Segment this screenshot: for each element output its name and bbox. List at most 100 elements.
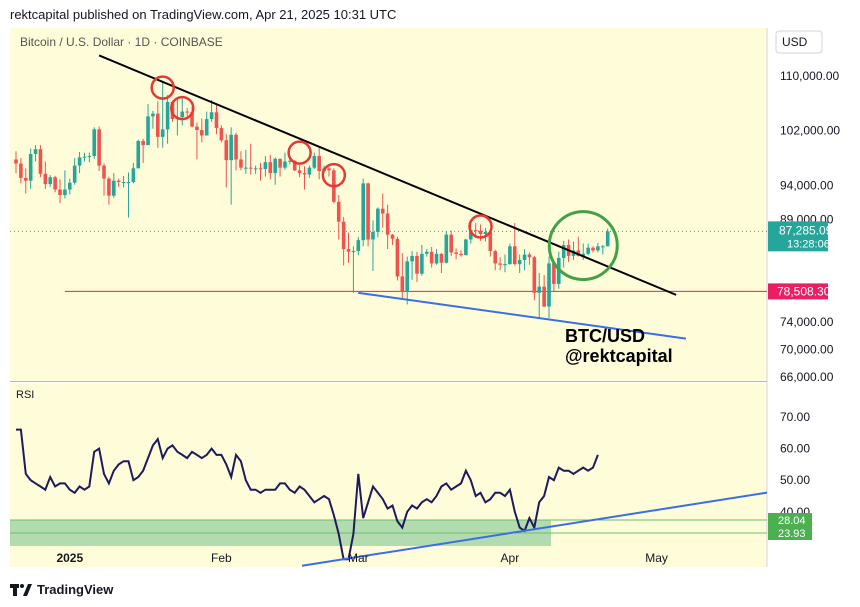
candle (327, 166, 331, 177)
candle-body (244, 167, 248, 169)
candle (444, 231, 449, 264)
candle (14, 151, 18, 174)
candle (33, 145, 38, 162)
candle-body (92, 129, 97, 157)
chart-title: Bitcoin / U.S. Dollar · 1D · COINBASE (20, 35, 223, 49)
candle-body (77, 157, 82, 166)
candle-body (312, 156, 317, 168)
candle (63, 170, 67, 199)
candle (102, 163, 106, 196)
candle-body (532, 257, 537, 293)
candle (214, 103, 219, 135)
candle-body (376, 208, 380, 232)
candle (53, 175, 57, 193)
publish-header: rektcapital published on TradingView.com… (10, 7, 397, 22)
candle (258, 162, 263, 181)
candle-body (258, 168, 263, 170)
candle (28, 148, 33, 189)
currency-box[interactable] (775, 30, 823, 54)
candle (229, 127, 233, 205)
candle-body (292, 160, 297, 171)
candle-body (561, 244, 566, 258)
candle (185, 108, 189, 117)
candle-body (131, 168, 136, 183)
candle-body (395, 238, 400, 277)
candle-body (454, 252, 458, 254)
candle (351, 246, 356, 293)
candle (405, 256, 409, 305)
last-price-label: 87,285.09 (779, 223, 833, 237)
candle (263, 156, 268, 177)
candle-body (380, 208, 385, 214)
candle (341, 216, 346, 266)
candle-body (390, 234, 395, 239)
support-trendline (358, 291, 687, 340)
candle-body (356, 240, 361, 252)
candle-body (605, 231, 610, 247)
candle-body (224, 140, 229, 161)
currency-label: USD (782, 35, 808, 49)
candle-body (107, 178, 111, 196)
candle (283, 152, 287, 170)
candle (253, 165, 258, 174)
candle-body (420, 253, 424, 274)
price-tick-label: 94,000.00 (780, 178, 834, 192)
candle-body (67, 182, 72, 190)
candle-body (439, 253, 444, 263)
candle-body (586, 247, 590, 254)
candle (605, 228, 610, 247)
candles (14, 80, 610, 319)
candle-body (508, 246, 512, 265)
candle-body (102, 165, 106, 179)
candle (449, 230, 454, 256)
candle-body (444, 234, 449, 263)
candle (112, 173, 116, 198)
candle-body (141, 140, 145, 146)
candle-body (429, 251, 434, 264)
price-panel-bg (10, 28, 767, 381)
candle (547, 256, 551, 319)
candle-body (464, 239, 468, 256)
candle-body (581, 253, 586, 256)
price-tick-label: 110,000.00 (780, 69, 839, 83)
candle (493, 249, 498, 271)
candle (19, 158, 23, 184)
candle-body (410, 255, 414, 262)
candle-body (591, 247, 595, 251)
candle (561, 240, 566, 268)
tradingview-brand[interactable]: TradingView (10, 582, 113, 597)
candle (596, 242, 600, 253)
candle-body (116, 180, 121, 183)
candle (48, 175, 53, 187)
candle (429, 247, 434, 268)
candle (376, 207, 380, 238)
candle-body (53, 177, 57, 190)
candle-body (307, 167, 312, 175)
candle (195, 122, 199, 160)
candle-body (400, 276, 405, 292)
candle-body (239, 159, 243, 168)
candle-body (468, 229, 473, 240)
candle-body (346, 249, 351, 252)
tradingview-logo-icon (10, 583, 32, 596)
candle-body (405, 261, 409, 292)
candle (400, 253, 405, 299)
candle-body (248, 167, 253, 169)
candle-body (273, 158, 277, 174)
candle (488, 229, 493, 257)
candle-body (33, 149, 38, 154)
candle-body (517, 259, 522, 265)
candle-body (43, 173, 48, 185)
candle-body (449, 234, 454, 253)
candle-body (473, 229, 478, 231)
candle (459, 250, 463, 257)
candle (268, 154, 273, 180)
candle (498, 257, 502, 271)
rsi-level-label: 23.93 (778, 528, 806, 540)
trendlines (98, 54, 687, 340)
candle-body (209, 112, 214, 120)
candle (434, 249, 439, 265)
candle (131, 162, 136, 184)
candle (156, 101, 160, 148)
candle-body (415, 255, 419, 274)
